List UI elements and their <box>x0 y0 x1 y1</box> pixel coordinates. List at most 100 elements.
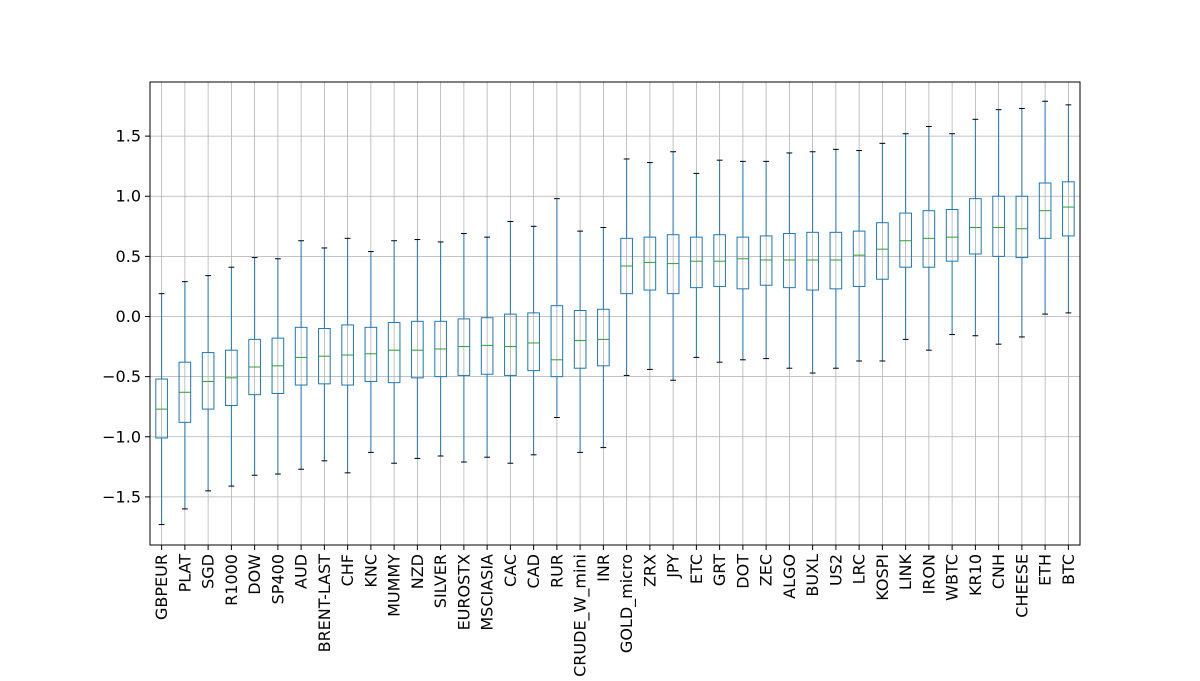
box-KNC <box>364 251 378 453</box>
box-CRUDE_W_mini <box>573 230 587 453</box>
x-tick-label: DOW <box>245 554 264 595</box>
box-iqr <box>294 326 308 386</box>
x-tick-label: EUROSTX <box>454 554 473 630</box>
box-iqr <box>969 198 982 255</box>
box-PLAT <box>178 281 192 510</box>
x-tick-label: GRT <box>710 554 729 586</box>
box-iqr <box>736 236 750 290</box>
y-tick-label: 1.5 <box>116 127 141 146</box>
box-JPY <box>666 151 680 381</box>
y-tick-label: 0.5 <box>116 247 141 266</box>
box-iqr <box>713 234 726 287</box>
box-ZEC <box>759 160 773 360</box>
x-tick-label: LRC <box>850 554 869 584</box>
x-tick-label: R1000 <box>222 554 241 606</box>
box-iqr <box>783 233 796 289</box>
x-tick-label: MSCIASIA <box>478 554 497 631</box>
y-tick-label: 0.0 <box>116 307 141 326</box>
x-tick-label: SILVER <box>431 554 450 608</box>
x-tick-label: JPY <box>664 554 683 579</box>
box-iqr <box>876 222 889 280</box>
x-tick-label: GBPEUR <box>152 554 171 620</box>
box-iqr <box>573 309 587 369</box>
box-CAD <box>527 225 540 456</box>
x-tick-label: LINK <box>896 553 915 590</box>
box-DOT <box>736 160 750 361</box>
x-axis: GBPEUR PLAT SGD R1000 DOW SP400 AUD BRENT-LAST C… <box>152 545 1078 677</box>
plot-area-frame <box>149 81 1081 546</box>
box-CAC <box>504 221 517 464</box>
box-RUR <box>550 198 564 419</box>
x-tick-label: MUMMY <box>385 554 404 617</box>
box-NZD <box>411 239 424 459</box>
box-IRON <box>922 125 936 351</box>
box-MUMMY <box>387 240 401 464</box>
box-ALGO <box>783 152 796 369</box>
box-iqr <box>597 308 610 367</box>
box-WBTC <box>945 133 959 336</box>
box-iqr <box>1062 181 1075 237</box>
box-iqr <box>201 352 215 410</box>
box-GRT <box>713 159 726 363</box>
x-tick-label: RUR <box>547 554 566 588</box>
x-tick-label: CNH <box>989 554 1008 589</box>
x-tick-label: ALGO <box>780 554 799 599</box>
x-tick-label: SP400 <box>268 554 287 604</box>
x-tick-label: INR <box>594 554 613 582</box>
y-tick-label: −1.0 <box>102 427 141 446</box>
box-iqr <box>550 305 564 378</box>
x-tick-label: BRENT-LAST <box>315 554 334 653</box>
box-iqr <box>527 312 540 372</box>
x-tick-label: BTC <box>1059 554 1078 585</box>
box-iqr <box>806 231 819 291</box>
box-iqr <box>992 195 1005 257</box>
box-KR10 <box>969 118 982 337</box>
box-BUXL <box>806 151 819 374</box>
box-SP400 <box>271 258 285 475</box>
box-EUROSTX <box>457 233 471 463</box>
x-tick-label: GOLD_micro <box>617 554 637 653</box>
x-tick-label: NZD <box>408 554 427 589</box>
box-ETH <box>1038 100 1052 315</box>
box-iqr <box>922 210 936 268</box>
box-iqr <box>504 313 517 376</box>
box-iqr <box>480 317 494 375</box>
x-tick-label: KOSPI <box>873 554 892 601</box>
x-tick-label: US2 <box>826 554 845 586</box>
box-iqr <box>666 234 680 295</box>
box-LRC <box>852 150 866 362</box>
box-GOLD_micro <box>620 158 633 376</box>
box-R1000 <box>225 266 238 487</box>
x-tick-label: WBTC <box>943 554 962 601</box>
x-tick-label: ETC <box>687 554 706 584</box>
box-iqr <box>852 230 866 287</box>
x-tick-label: ZEC <box>757 554 776 586</box>
box-iqr <box>899 212 912 268</box>
y-tick-label: −1.5 <box>102 487 141 506</box>
x-tick-label: DOT <box>733 554 752 589</box>
box-GBPEUR <box>155 293 168 526</box>
box-iqr <box>690 236 703 289</box>
box-LINK <box>899 133 912 340</box>
x-tick-label: AUD <box>292 554 311 589</box>
box-iqr <box>643 236 657 291</box>
box-CNH <box>992 109 1005 345</box>
box-iqr <box>829 231 843 290</box>
box-iqr <box>945 208 959 262</box>
box-iqr <box>364 326 378 382</box>
y-axis: −1.5 −1.0 −0.5 0.0 0.5 1.0 1.5 <box>102 127 150 506</box>
box-MSCIASIA <box>480 236 494 458</box>
box-BRENT-LAST <box>318 247 331 462</box>
y-tick-label: 1.0 <box>116 187 141 206</box>
x-tick-label: PLAT <box>175 554 194 593</box>
box-AUD <box>294 240 308 470</box>
box-iqr <box>1015 195 1029 259</box>
box-INR <box>597 227 610 449</box>
x-tick-label: CHEESE <box>1012 554 1031 618</box>
x-tick-label: BUXL <box>803 554 822 597</box>
x-tick-label: CRUDE_W_mini <box>571 554 591 677</box>
box-iqr <box>411 320 424 379</box>
box-CHF <box>341 237 354 474</box>
box-ETC <box>690 172 703 358</box>
box-CHEESE <box>1015 107 1029 338</box>
